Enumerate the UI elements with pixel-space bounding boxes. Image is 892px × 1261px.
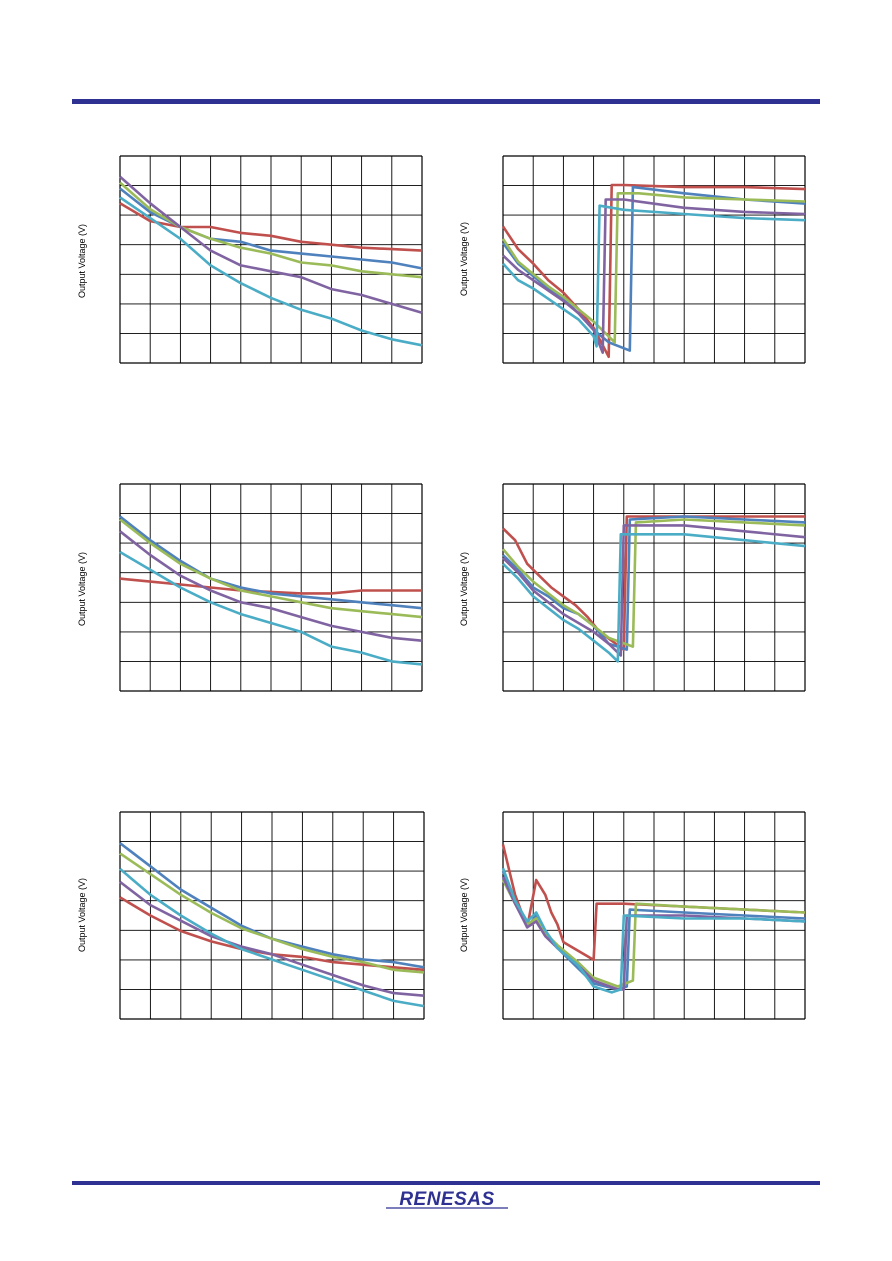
series-line-4	[119, 880, 425, 997]
chart-top-right	[501, 155, 806, 364]
header-rule	[72, 99, 820, 104]
series-line-1	[119, 577, 422, 595]
series-line-3	[502, 518, 806, 648]
series-line-3	[501, 879, 806, 988]
footer-rule	[72, 1181, 820, 1185]
series-line-1	[501, 183, 806, 359]
series-line-5	[119, 867, 425, 1008]
series-line-3	[119, 852, 425, 974]
chart-bottom-right	[501, 811, 806, 1020]
series-line-4	[501, 876, 806, 991]
logo-wordmark: RENESAS	[399, 1189, 494, 1210]
y-axis-label: Output Voltage (V)	[77, 551, 87, 627]
y-axis-label: Output Voltage (V)	[459, 551, 469, 627]
y-axis-label: Output Voltage (V)	[459, 877, 469, 953]
y-axis-label: Output Voltage (V)	[459, 221, 469, 297]
renesas-logo: RENESAS	[386, 1189, 508, 1210]
series-line-3	[501, 191, 806, 344]
series-line-4	[119, 530, 423, 642]
series-line-5	[119, 196, 423, 347]
series-line-5	[502, 204, 806, 348]
series-line-1	[119, 202, 423, 252]
y-axis-label: Output Voltage (V)	[77, 223, 87, 299]
series-line-5	[502, 532, 806, 663]
series-line-5	[119, 550, 423, 666]
series-line-2	[119, 515, 423, 610]
chart-middle-right	[502, 483, 806, 692]
series-line-3	[119, 181, 423, 279]
series-line-4	[502, 198, 806, 354]
series-line-5	[501, 867, 806, 994]
series-line-3	[119, 518, 423, 619]
series-line-4	[119, 175, 423, 314]
y-axis-label: Output Voltage (V)	[77, 877, 87, 953]
series-line-4	[502, 524, 806, 657]
chart-top-left	[119, 155, 423, 364]
chart-middle-left	[119, 483, 423, 692]
chart-bottom-left	[119, 811, 425, 1020]
